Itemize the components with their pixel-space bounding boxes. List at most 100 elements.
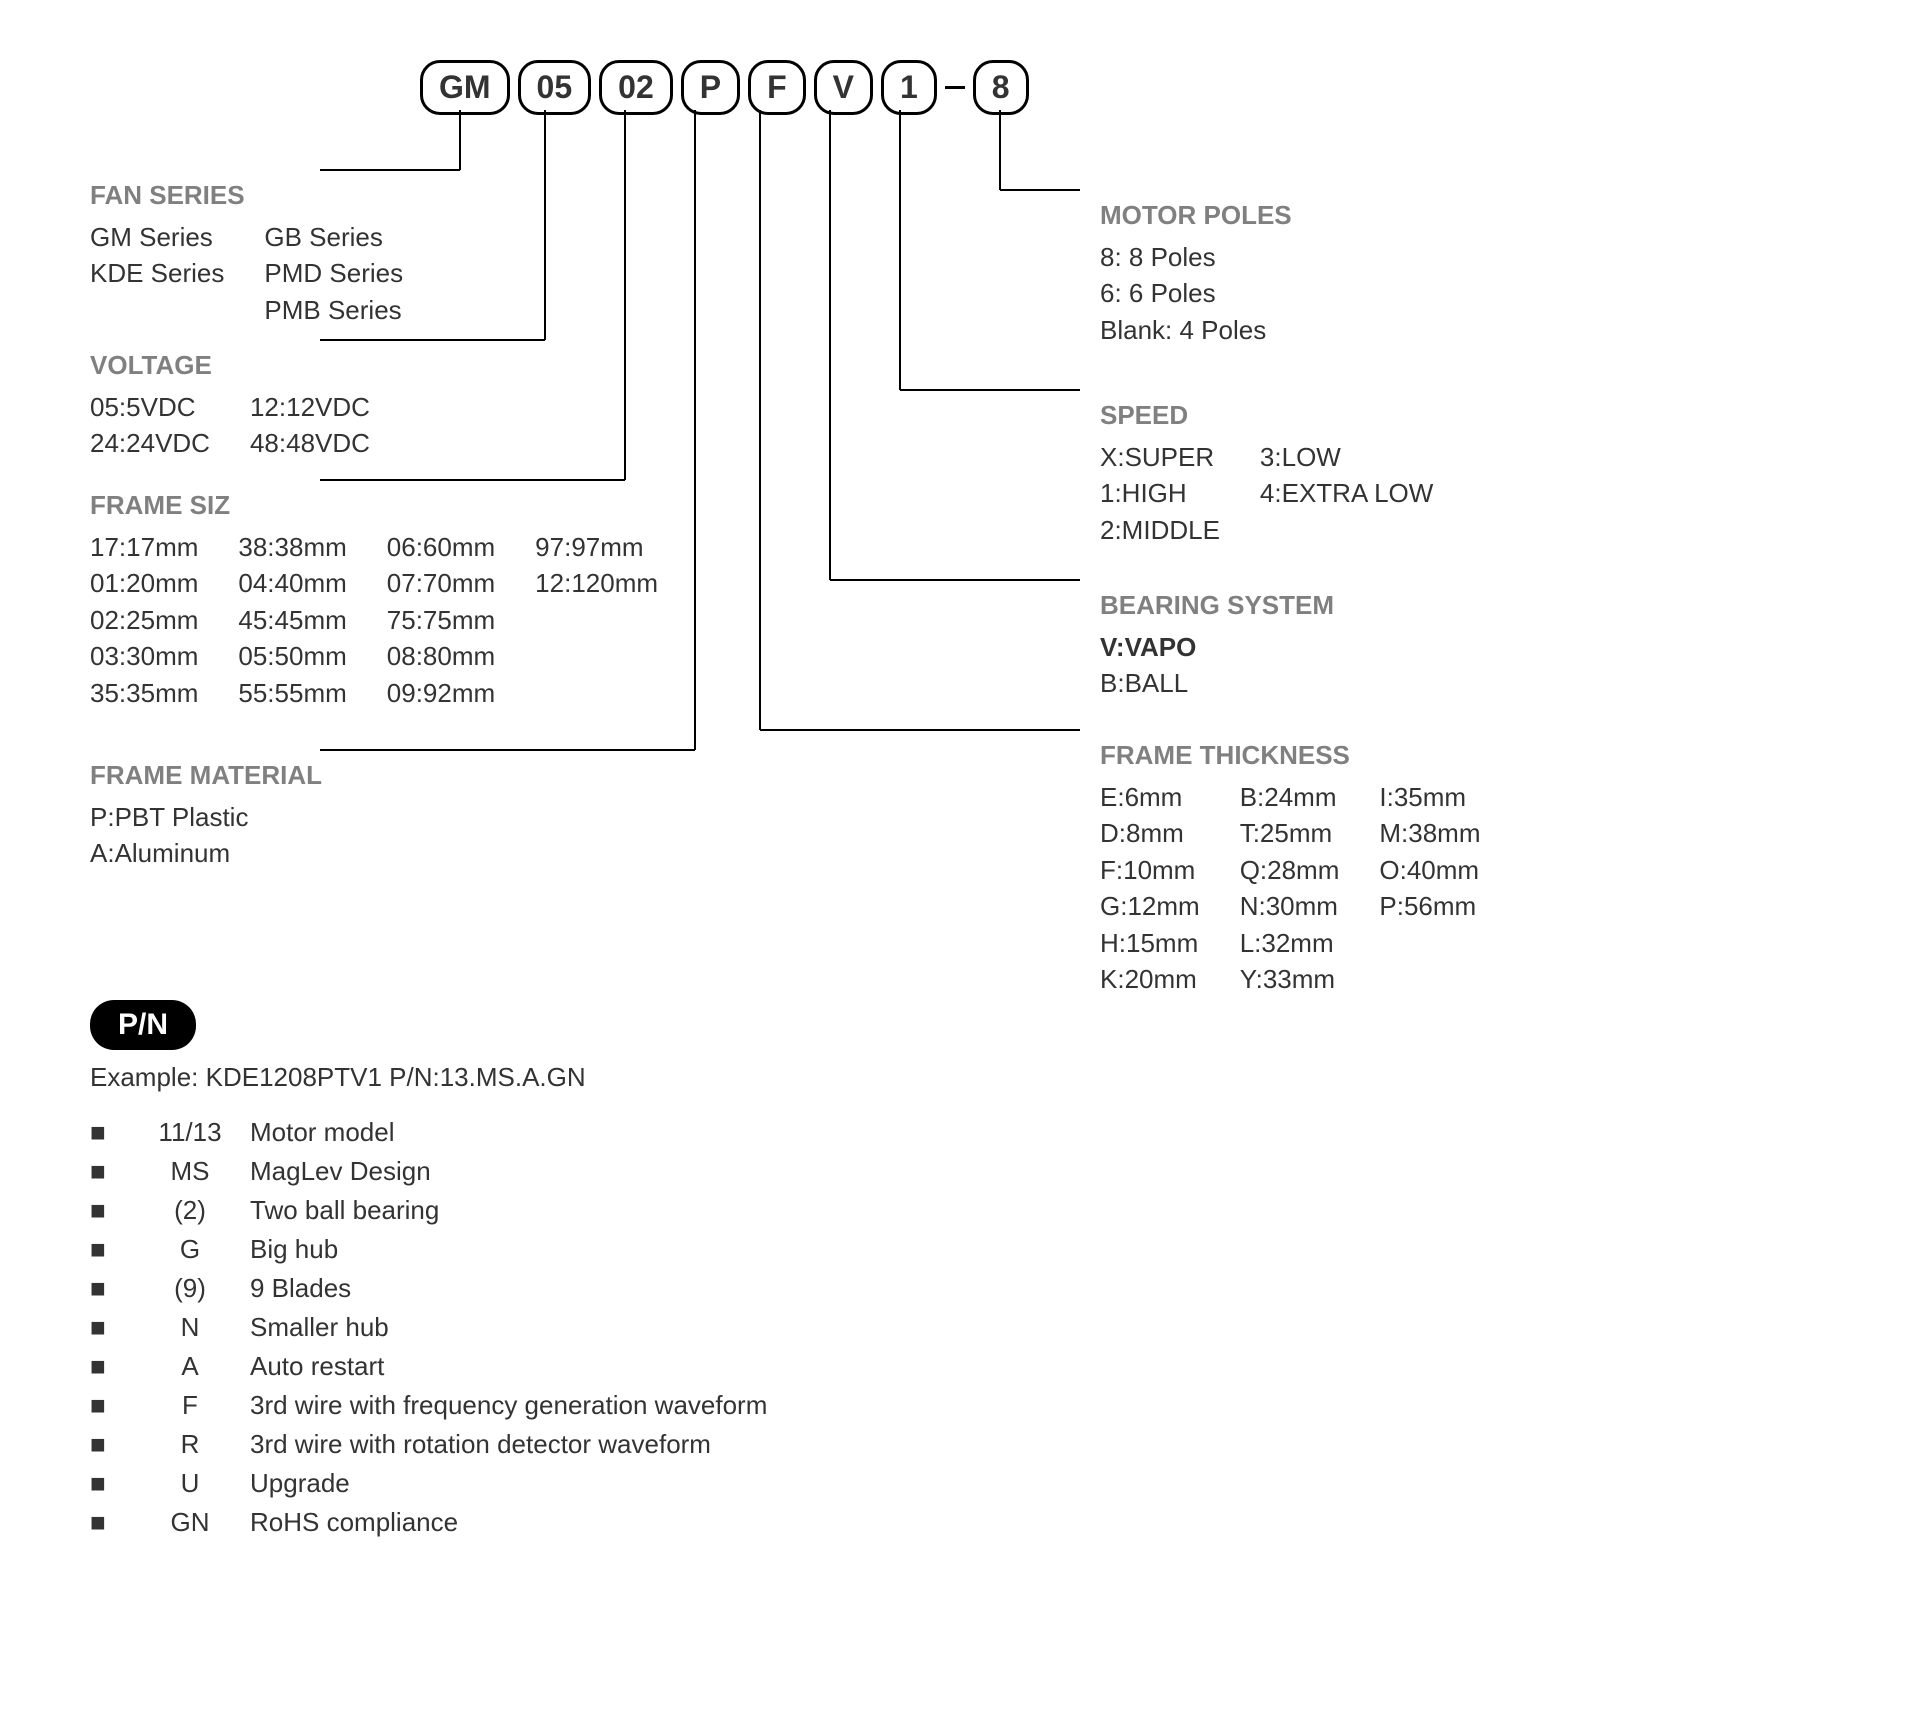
- section-column: GM SeriesKDE Series: [90, 219, 224, 328]
- left-section-voltage: VOLTAGE05:5VDC24:24VDC12:12VDC48:48VDC: [90, 350, 370, 462]
- bullet-icon: ■: [90, 1230, 130, 1269]
- section-item: A:Aluminum: [90, 835, 248, 871]
- pn-desc: Motor model: [250, 1113, 767, 1152]
- code-pill-05: 05: [518, 60, 592, 115]
- section-column: P:PBT PlasticA:Aluminum: [90, 799, 248, 872]
- right-section-frame-thickness: FRAME THICKNESS E:6mmD:8mmF:10mmG:12mmH:1…: [1100, 740, 1481, 997]
- pn-section: P/NExample: KDE1208PTV1 P/N:13.MS.A.GN■1…: [90, 1000, 767, 1542]
- pn-row: ■F3rd wire with frequency generation wav…: [90, 1386, 767, 1425]
- pn-row: ■AAuto restart: [90, 1347, 767, 1386]
- pn-desc: Smaller hub: [250, 1308, 767, 1347]
- section-content: 17:17mm01:20mm02:25mm03:30mm35:35mm38:38…: [90, 529, 658, 711]
- right-section-motor-poles: MOTOR POLES 8: 8 Poles6: 6 PolesBlank: 4 …: [1100, 200, 1292, 348]
- section-item: 07:70mm: [387, 565, 495, 601]
- pn-desc: Big hub: [250, 1230, 767, 1269]
- section-item: E:6mm: [1100, 779, 1200, 815]
- section-column: V:VAPOB:BALL: [1100, 629, 1196, 702]
- section-item: PMB Series: [264, 292, 403, 328]
- pn-code: G: [130, 1230, 250, 1269]
- pn-row: ■11/13Motor model: [90, 1113, 767, 1152]
- pn-row: ■GNRoHS compliance: [90, 1503, 767, 1542]
- section-item: 4:EXTRA LOW: [1260, 475, 1433, 511]
- pn-row: ■NSmaller hub: [90, 1308, 767, 1347]
- section-item: V:VAPO: [1100, 629, 1196, 665]
- section-item: 75:75mm: [387, 602, 495, 638]
- section-item: H:15mm: [1100, 925, 1200, 961]
- section-column: E:6mmD:8mmF:10mmG:12mmH:15mmK:20mm: [1100, 779, 1200, 997]
- section-column: B:24mmT:25mmQ:28mmN:30mmL:32mmY:33mm: [1240, 779, 1340, 997]
- pn-row: ■R3rd wire with rotation detector wavefo…: [90, 1425, 767, 1464]
- section-item: 08:80mm: [387, 638, 495, 674]
- bullet-icon: ■: [90, 1386, 130, 1425]
- section-title: FRAME MATERIAL: [90, 760, 322, 791]
- section-column: I:35mmM:38mmO:40mmP:56mm: [1379, 779, 1480, 997]
- bullet-icon: ■: [90, 1503, 130, 1542]
- code-pill-v: V: [814, 60, 873, 115]
- section-item: 24:24VDC: [90, 425, 210, 461]
- pill-connector: [945, 86, 965, 89]
- section-item: P:56mm: [1379, 888, 1480, 924]
- section-item: B:BALL: [1100, 665, 1196, 701]
- section-title: SPEED: [1100, 400, 1433, 431]
- section-item: KDE Series: [90, 255, 224, 291]
- pn-code: A: [130, 1347, 250, 1386]
- section-item: 3:LOW: [1260, 439, 1433, 475]
- section-column: 06:60mm07:70mm75:75mm08:80mm09:92mm: [387, 529, 495, 711]
- pn-desc: Upgrade: [250, 1464, 767, 1503]
- section-title: FRAME THICKNESS: [1100, 740, 1481, 771]
- section-item: GB Series: [264, 219, 403, 255]
- bullet-icon: ■: [90, 1425, 130, 1464]
- part-number-code-row: GM0502PFV18: [420, 60, 1029, 115]
- pn-code: GN: [130, 1503, 250, 1542]
- pn-desc: 3rd wire with frequency generation wavef…: [250, 1386, 767, 1425]
- pn-desc: MagLev Design: [250, 1152, 767, 1191]
- pn-code: F: [130, 1386, 250, 1425]
- bullet-icon: ■: [90, 1347, 130, 1386]
- section-item: L:32mm: [1240, 925, 1340, 961]
- section-item: 1:HIGH: [1100, 475, 1220, 511]
- section-item: Y:33mm: [1240, 961, 1340, 997]
- section-content: P:PBT PlasticA:Aluminum: [90, 799, 322, 872]
- section-item: 01:20mm: [90, 565, 198, 601]
- section-item: 05:50mm: [238, 638, 346, 674]
- pn-row: ■UUpgrade: [90, 1464, 767, 1503]
- bullet-icon: ■: [90, 1308, 130, 1347]
- section-item: 03:30mm: [90, 638, 198, 674]
- section-content: X:SUPER1:HIGH2:MIDDLE3:LOW4:EXTRA LOW: [1100, 439, 1433, 548]
- section-item: GM Series: [90, 219, 224, 255]
- section-column: 17:17mm01:20mm02:25mm03:30mm35:35mm: [90, 529, 198, 711]
- section-item: 45:45mm: [238, 602, 346, 638]
- section-title: BEARING SYSTEM: [1100, 590, 1334, 621]
- section-item: 6: 6 Poles: [1100, 275, 1266, 311]
- pn-code: N: [130, 1308, 250, 1347]
- section-item: 17:17mm: [90, 529, 198, 565]
- left-section-fan-series: FAN SERIESGM SeriesKDE SeriesGB SeriesPM…: [90, 180, 403, 328]
- section-item: 02:25mm: [90, 602, 198, 638]
- section-column: 12:12VDC48:48VDC: [250, 389, 370, 462]
- pn-desc: Auto restart: [250, 1347, 767, 1386]
- section-item: 04:40mm: [238, 565, 346, 601]
- section-title: MOTOR POLES: [1100, 200, 1292, 231]
- section-item: O:40mm: [1379, 852, 1480, 888]
- section-content: 8: 8 Poles6: 6 PolesBlank: 4 Poles: [1100, 239, 1292, 348]
- section-item: 35:35mm: [90, 675, 198, 711]
- section-column: 05:5VDC24:24VDC: [90, 389, 210, 462]
- section-item: PMD Series: [264, 255, 403, 291]
- section-content: V:VAPOB:BALL: [1100, 629, 1334, 702]
- section-item: 05:5VDC: [90, 389, 210, 425]
- pn-desc: RoHS compliance: [250, 1503, 767, 1542]
- section-item: D:8mm: [1100, 815, 1200, 851]
- pn-code: MS: [130, 1152, 250, 1191]
- section-item: 97:97mm: [535, 529, 658, 565]
- code-pill-p: P: [681, 60, 740, 115]
- pn-code: (9): [130, 1269, 250, 1308]
- section-item: 48:48VDC: [250, 425, 370, 461]
- bullet-icon: ■: [90, 1191, 130, 1230]
- pn-row: ■(2)Two ball bearing: [90, 1191, 767, 1230]
- bullet-icon: ■: [90, 1152, 130, 1191]
- pn-desc: 3rd wire with rotation detector waveform: [250, 1425, 767, 1464]
- pn-code: 11/13: [130, 1113, 250, 1152]
- left-section-frame-siz: FRAME SIZ17:17mm01:20mm02:25mm03:30mm35:…: [90, 490, 658, 711]
- section-item: K:20mm: [1100, 961, 1200, 997]
- bullet-icon: ■: [90, 1269, 130, 1308]
